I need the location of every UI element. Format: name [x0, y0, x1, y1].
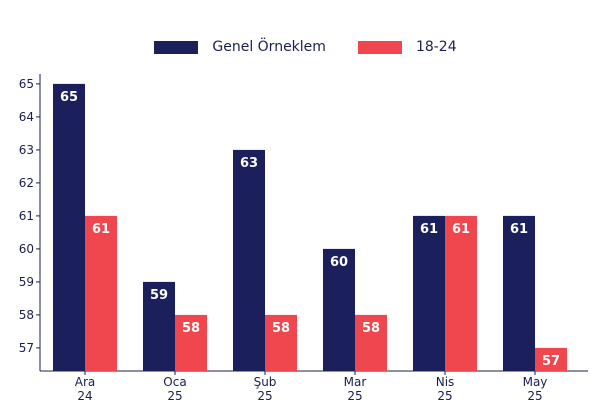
y-tick-label: 58	[19, 308, 34, 322]
y-tick-label: 59	[19, 275, 34, 289]
y-tick-label: 60	[19, 242, 34, 256]
x-tick-label-month: Şub	[254, 375, 277, 389]
x-tick-label-year: 25	[527, 389, 542, 403]
bar-1-1	[53, 83, 85, 372]
x-tick-label-year: 25	[437, 389, 452, 403]
bar-2-3	[265, 314, 297, 371]
y-tick-label: 57	[19, 341, 34, 355]
value-label-2-3: 58	[272, 321, 290, 336]
bar-2-6	[535, 347, 567, 371]
bar-1-3	[233, 149, 265, 371]
legend-item-1: Genel Örneklem	[154, 39, 326, 55]
legend-swatch-1	[154, 40, 199, 54]
value-label-1-4: 60	[330, 255, 348, 270]
chart-legend: Genel Örneklem 18-24	[0, 36, 611, 58]
value-label-1-2: 59	[150, 288, 168, 303]
x-tick-label-year: 25	[167, 389, 182, 403]
bar-2-5	[445, 215, 477, 371]
value-label-2-2: 58	[182, 321, 200, 336]
bar-1-2	[143, 281, 175, 371]
y-tick-label: 62	[19, 176, 34, 190]
legend-label-2: 18-24	[415, 39, 457, 55]
x-tick-label-year: 24	[77, 389, 92, 403]
value-label-1-1: 65	[60, 90, 78, 105]
y-tick-label: 65	[19, 77, 34, 91]
value-label-1-5: 61	[420, 222, 438, 237]
value-label-2-6: 57	[542, 354, 560, 369]
bar-1-5	[413, 215, 445, 371]
x-tick-label-month: Nis	[436, 375, 455, 389]
bar-2-4	[355, 314, 387, 371]
x-tick-label-year: 25	[347, 389, 362, 403]
legend-item-2: 18-24	[357, 39, 457, 55]
x-tick-label-month: Mar	[344, 375, 367, 389]
bar-1-4	[323, 248, 355, 371]
y-tick-label: 64	[19, 110, 34, 124]
legend-label-1: Genel Örneklem	[212, 39, 326, 55]
value-label-1-3: 63	[240, 156, 258, 171]
value-label-2-5: 61	[452, 222, 470, 237]
y-tick-label: 61	[19, 209, 34, 223]
value-label-2-4: 58	[362, 321, 380, 336]
y-tick-label: 63	[19, 143, 34, 157]
value-label-1-6: 61	[510, 222, 528, 237]
value-label-2-1: 61	[92, 222, 110, 237]
x-tick-label-month: Oca	[163, 375, 186, 389]
bar-2-1	[85, 215, 117, 371]
x-tick-label-year: 25	[257, 389, 272, 403]
bar-1-6	[503, 215, 535, 371]
bar-2-2	[175, 314, 207, 371]
legend-swatch-2	[357, 40, 402, 54]
x-tick-label-month: May	[523, 375, 548, 389]
x-tick-label-month: Ara	[75, 375, 96, 389]
